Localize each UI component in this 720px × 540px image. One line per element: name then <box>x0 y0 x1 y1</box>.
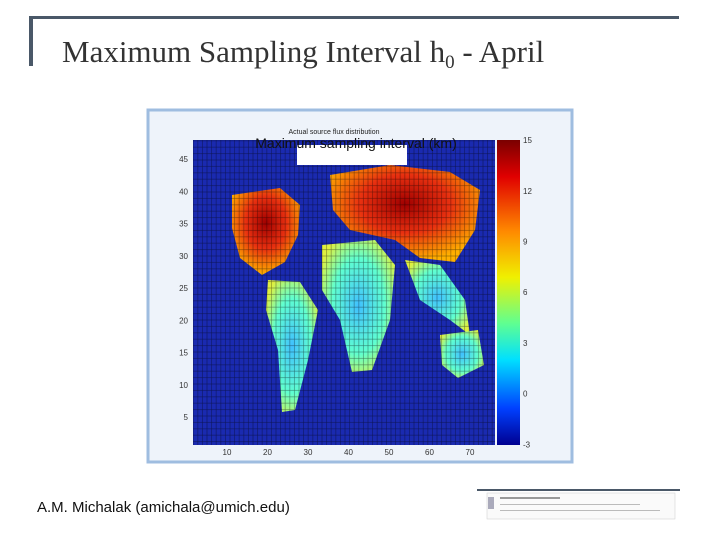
slide-title: Maximum Sampling Interval h0 - April <box>62 34 544 73</box>
footer: A.M. Michalak (amichala@umich.edu) <box>37 499 290 516</box>
inner-title-box <box>297 145 407 165</box>
colorbar-tick-label: 12 <box>523 187 532 196</box>
colorbar-tick-label: 15 <box>523 136 532 145</box>
y-tick-label: 15 <box>179 349 188 358</box>
y-tick-label: 30 <box>179 252 188 261</box>
title-bar <box>29 17 33 66</box>
colorbar <box>497 140 520 445</box>
thumbnail <box>486 492 676 520</box>
colorbar-tick-label: 9 <box>523 238 528 247</box>
colorbar-tick-label: 6 <box>523 288 528 297</box>
x-tick-label: 50 <box>385 448 394 457</box>
colorbar-tick-label: 0 <box>523 390 528 399</box>
y-tick-label: 45 <box>179 155 188 164</box>
x-tick-label: 20 <box>263 448 272 457</box>
x-tick-label: 30 <box>304 448 313 457</box>
x-tick-label: 70 <box>466 448 475 457</box>
x-tick-label: 40 <box>344 448 353 457</box>
y-tick-label: 20 <box>179 316 188 325</box>
y-tick-label: 35 <box>179 220 188 229</box>
x-tick-label: 10 <box>223 448 232 457</box>
colorbar-tick-label: 3 <box>523 339 528 348</box>
inner-title: Actual source flux distribution <box>288 129 379 136</box>
footer-rule <box>477 489 680 491</box>
y-tick-label: 10 <box>179 381 188 390</box>
y-tick-label: 25 <box>179 284 188 293</box>
heatmap <box>193 140 495 445</box>
y-tick-label: 40 <box>179 187 188 196</box>
colorbar-tick-label: -3 <box>523 440 531 449</box>
overlay-title: Maximum sampling interval (km) <box>255 135 456 151</box>
x-tick-label: 60 <box>425 448 434 457</box>
title-rule <box>29 16 679 19</box>
y-tick-label: 5 <box>184 413 189 422</box>
